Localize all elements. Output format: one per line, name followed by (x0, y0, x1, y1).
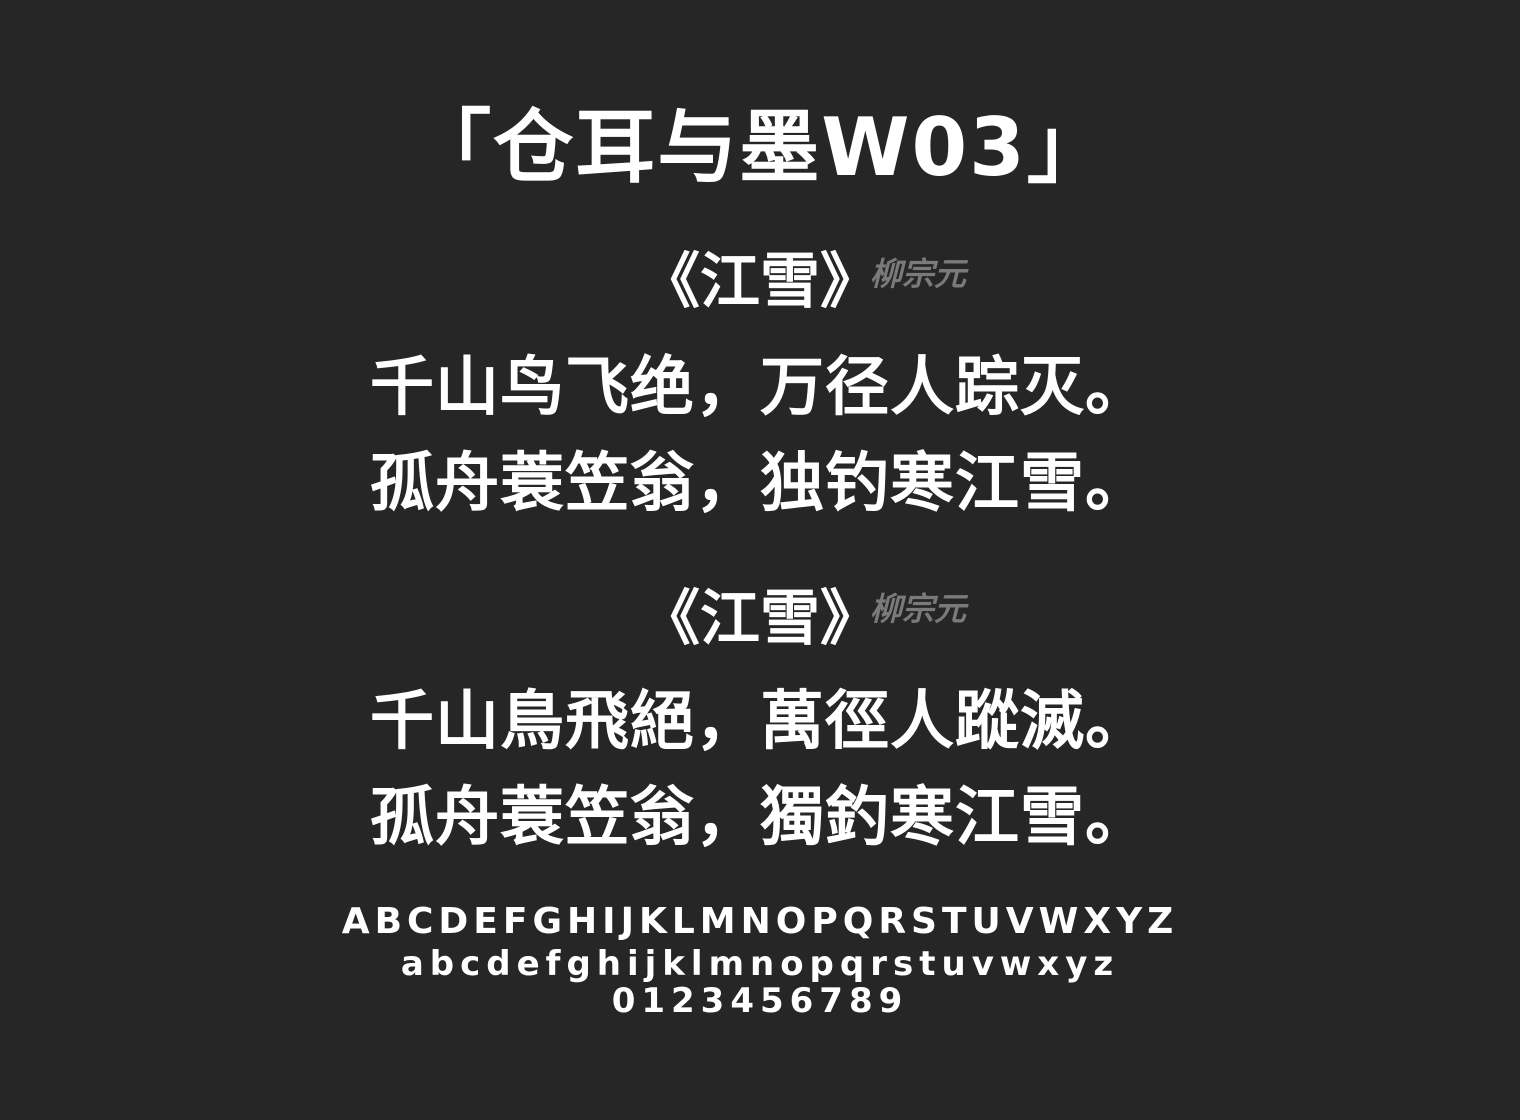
poem-author-simplified: 柳宗元 (870, 255, 967, 293)
poem-author-traditional: 柳宗元 (870, 590, 967, 628)
poem-line-traditional-2: 孤舟蓑笠翁，獨釣寒江雪。 (370, 781, 1150, 855)
font-name-heading: 「仓耳与墨W03」 (411, 101, 1109, 194)
poem-title-traditional: 《江雪》 (640, 584, 880, 654)
uppercase-sample: ABCDEFGHIJKLMNOPQRSTUVWXYZ (341, 901, 1179, 942)
poem-line-simplified-1: 千山鸟飞绝，万径人踪灭。 (370, 351, 1150, 425)
lowercase-sample: abcdefghijklmnopqrstuvwxyz (400, 944, 1120, 984)
poem-title-simplified: 《江雪》 (640, 247, 880, 317)
digits-sample: 0123456789 (611, 981, 909, 1021)
poem-line-traditional-1: 千山鳥飛絕，萬徑人蹤滅。 (370, 685, 1150, 759)
poem-line-simplified-2: 孤舟蓑笠翁，独钓寒江雪。 (370, 447, 1150, 521)
